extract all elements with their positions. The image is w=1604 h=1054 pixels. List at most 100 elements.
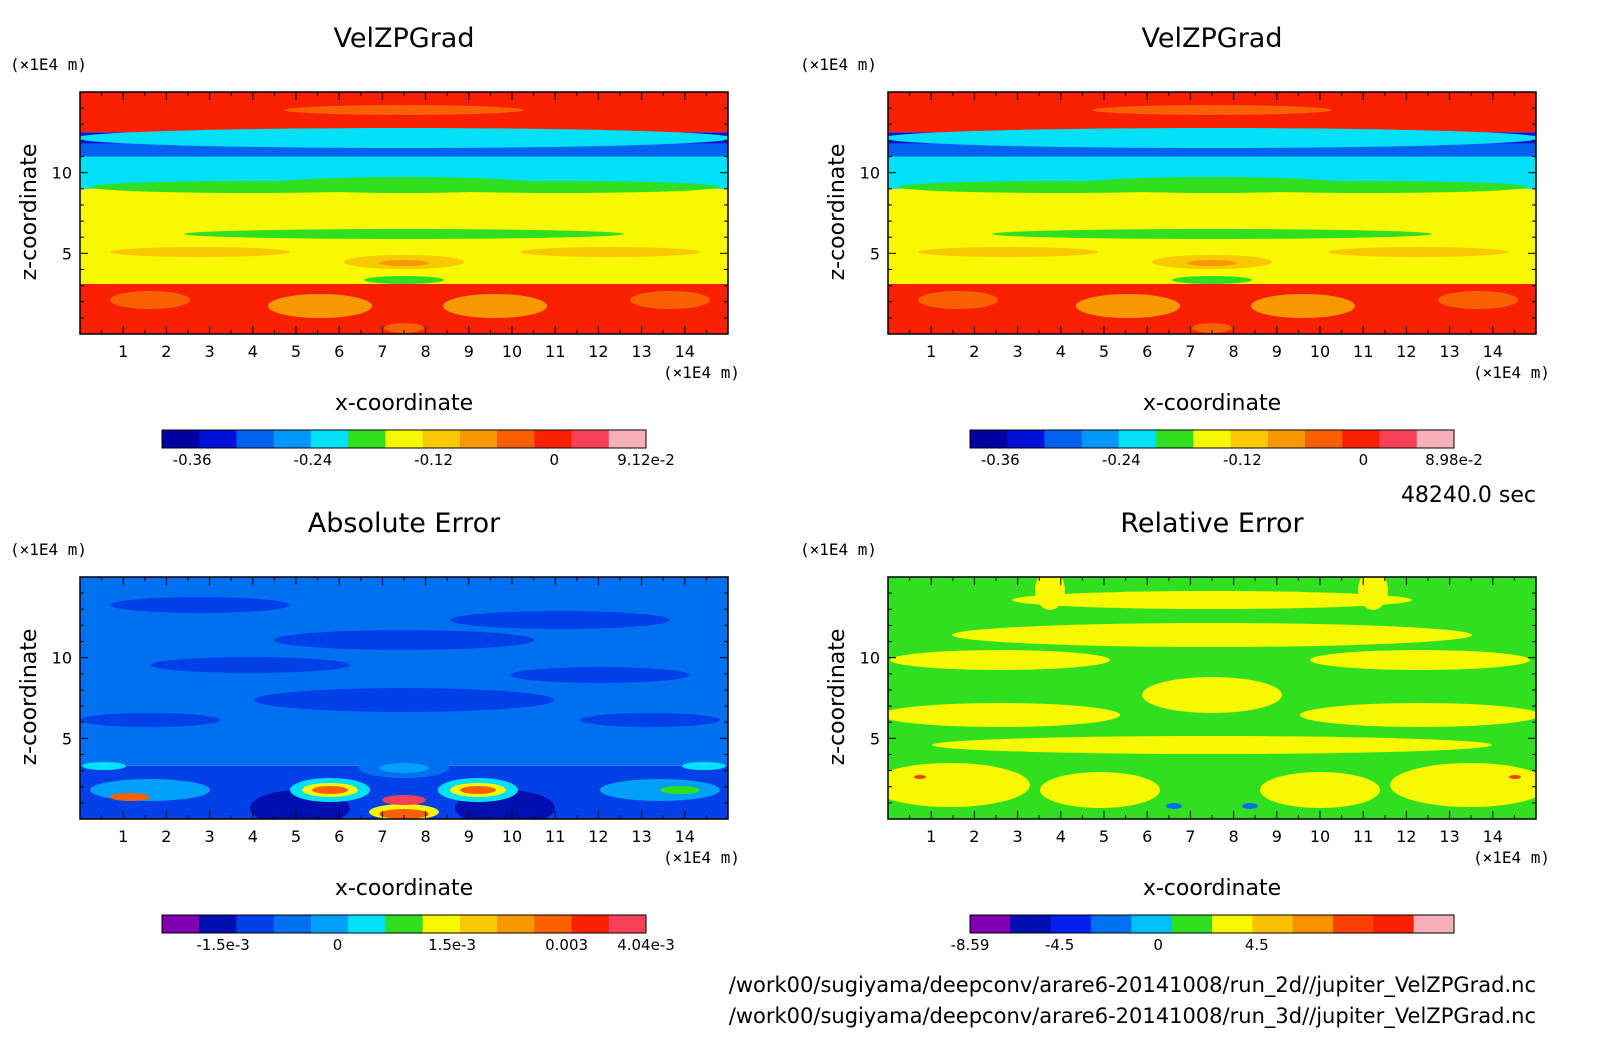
colorbar-swatch: [1193, 430, 1232, 448]
colorbar-tick-label: -0.12: [1223, 451, 1262, 469]
colorbar-swatch: [534, 915, 573, 933]
colorbar-swatch: [1212, 915, 1253, 933]
colorbar-frame: [161, 914, 647, 934]
z-unit-label: (×1E4 m): [10, 540, 87, 559]
y-tick-label: 5: [870, 729, 880, 748]
z-unit-label: (×1E4 m): [10, 55, 87, 74]
x-tick-label: 3: [1013, 342, 1023, 361]
x-tick-label: 12: [588, 342, 608, 361]
x-axis-label: x-coordinate: [335, 876, 473, 901]
colorbar-swatch: [1413, 915, 1455, 933]
y-tick-label: 10: [860, 164, 880, 183]
colorbar-tick-label: 0.003: [545, 936, 588, 954]
colorbar-tick-label: -4.5: [1045, 936, 1074, 954]
colorbar-swatch: [1230, 430, 1269, 448]
x-tick-label: 9: [1272, 827, 1282, 846]
colorbar-swatch: [497, 430, 535, 448]
y-axis-label: z-coordinate: [17, 629, 42, 766]
colorbar-swatch: [422, 430, 461, 448]
colorbar-tick-label: -1.5e-3: [196, 936, 249, 954]
colorbar-swatch: [422, 915, 461, 933]
x-tick-labels: 1 2 3 4 5 6 7 8 9 10 11 12 13 14: [118, 342, 695, 361]
contour-field: [888, 92, 1536, 334]
colorbar-swatch: [236, 430, 275, 448]
x-tick-label: 5: [1099, 827, 1109, 846]
x-tick-label: 8: [1229, 827, 1239, 846]
plot-frame: [887, 576, 1537, 820]
y-axis-label: z-coordinate: [17, 144, 42, 281]
colorbar-swatch: [1267, 430, 1306, 448]
x-tick-label: 5: [291, 827, 301, 846]
colorbar-tick-label: -0.36: [981, 451, 1020, 469]
y-tick-label: 5: [62, 244, 72, 263]
y-tick-label: 10: [860, 649, 880, 668]
x-tick-label: 3: [1013, 827, 1023, 846]
colorbar-tick-label: 0: [1359, 451, 1369, 469]
x-tick-label: 13: [1439, 827, 1459, 846]
colorbar-swatch: [608, 430, 647, 448]
x-unit-label: (×1E4 m): [1473, 848, 1550, 867]
x-tick-label: 3: [205, 342, 215, 361]
time-label: 48240.0 sec: [1401, 483, 1536, 508]
x-tick-label: 1: [118, 827, 128, 846]
y-tick-labels: 5 10: [860, 649, 880, 749]
x-tick-label: 14: [1483, 342, 1503, 361]
contour-band: [80, 143, 728, 157]
colorbar-swatch: [1091, 915, 1132, 933]
colorbar-frame: [161, 429, 647, 449]
x-tick-label: 1: [118, 342, 128, 361]
colorbar-swatch: [1252, 915, 1294, 933]
x-tick-label: 11: [545, 827, 565, 846]
colorbar-swatch: [497, 915, 535, 933]
colorbar-swatch: [310, 915, 349, 933]
colorbar-swatch: [385, 915, 424, 933]
panel-title: VelZPGrad: [1142, 23, 1283, 54]
colorbar-swatch: [571, 915, 610, 933]
contour-field: [80, 577, 728, 819]
colorbar-tick-label: 9.12e-2: [617, 451, 675, 469]
x-tick-label: 14: [675, 827, 695, 846]
x-tick-label: 14: [675, 342, 695, 361]
x-tick-label: 13: [631, 827, 651, 846]
x-axis-label: x-coordinate: [1143, 391, 1281, 416]
colorbar-swatch: [608, 915, 647, 933]
colorbar-swatch: [1416, 430, 1455, 448]
colorbar-tick-label: 0: [549, 451, 559, 469]
colorbar-swatch: [1044, 430, 1083, 448]
colorbar-swatch: [1010, 915, 1052, 933]
x-tick-label: 10: [1310, 827, 1330, 846]
colorbar-swatch: [1373, 915, 1415, 933]
x-tick-label: 2: [161, 827, 171, 846]
colorbar-swatch: [1292, 915, 1334, 933]
colorbar-swatch: [1007, 430, 1045, 448]
colorbar-tick-label: -8.59: [951, 936, 990, 954]
colorbar-swatch: [1131, 915, 1173, 933]
contour-band: [888, 143, 1536, 157]
x-tick-label: 6: [1142, 827, 1152, 846]
x-tick-label: 12: [1396, 827, 1416, 846]
file-path-2d: /work00/sugiyama/deepconv/arare6-2014100…: [729, 973, 1536, 998]
x-tick-label: 10: [502, 827, 522, 846]
x-tick-label: 2: [161, 342, 171, 361]
x-axis-label: x-coordinate: [335, 391, 473, 416]
x-tick-label: 4: [1056, 342, 1066, 361]
panel-title: Relative Error: [1120, 508, 1304, 539]
x-tick-label: 4: [248, 342, 258, 361]
x-axis-label: x-coordinate: [1143, 876, 1281, 901]
y-tick-label: 5: [870, 244, 880, 263]
colorbar-swatch: [162, 430, 200, 448]
colorbar-swatch: [162, 915, 200, 933]
colorbar-tick-label: 4.5: [1245, 936, 1269, 954]
z-unit-label: (×1E4 m): [800, 540, 877, 559]
x-tick-labels: 1 2 3 4 5 6 7 8 9 10 11 12 13 14: [926, 342, 1503, 361]
x-tick-label: 4: [248, 827, 258, 846]
colorbar-swatch: [1156, 430, 1194, 448]
y-axis-label: z-coordinate: [825, 144, 850, 281]
x-tick-labels: 1 2 3 4 5 6 7 8 9 10 11 12 13 14: [926, 827, 1503, 846]
panel-velzpgrad-2d: VelZPGrad (×1E4 m) 1 2 3 4 5 6 7 8 9 10 11 12 13 14 5…: [10, 23, 740, 469]
x-tick-label: 5: [1099, 342, 1109, 361]
colorbar: -0.36 -0.24 -0.12 0 9.12e-2: [161, 429, 675, 469]
panel-velzpgrad-3d: VelZPGrad (×1E4 m) 1 2 3 4 5 6 7 8 9 10 11 12 13 14 5…: [800, 23, 1550, 469]
colorbar-swatch: [348, 430, 386, 448]
